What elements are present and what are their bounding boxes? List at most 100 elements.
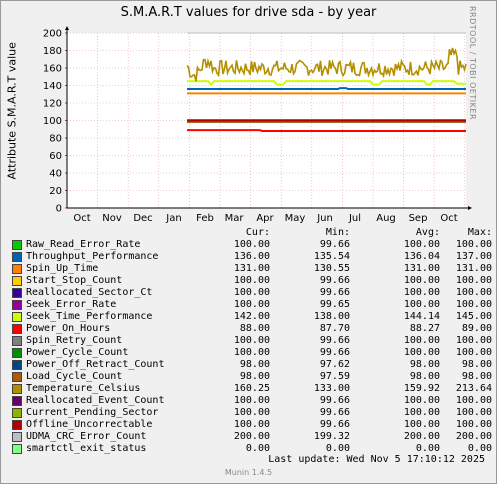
legend-min-value: 138.00 [313, 311, 350, 322]
rrdtool-watermark: RRDTOOL / TOBI OETIKER [468, 6, 477, 121]
legend-max-value: 100.00 [455, 335, 492, 346]
legend-row: UDMA_CRC_Error_Count 200.00 199.32 200.00 20… [12, 431, 492, 443]
y-axis-arrow [65, 26, 69, 30]
x-tick-label: Oct [440, 213, 457, 224]
legend-max-value: 213.64 [455, 383, 492, 394]
y-tick-label: 200 [43, 29, 62, 40]
legend-min-value: 130.55 [313, 263, 350, 274]
legend-avg-value: 100.00 [403, 275, 440, 286]
y-tick-label: 140 [43, 81, 62, 92]
legend-avg-value: 100.00 [403, 287, 440, 298]
legend-max-value: 145.00 [455, 311, 492, 322]
legend-cur-value: 100.00 [233, 419, 270, 430]
legend-avg-value: 200.00 [403, 431, 440, 442]
legend-avg-value: 100.00 [403, 419, 440, 430]
legend-swatch [12, 444, 22, 454]
legend-swatch [12, 300, 22, 310]
legend-swatch [12, 240, 22, 250]
legend-avg-value: 100.00 [403, 239, 440, 250]
legend-cur-value: 98.00 [239, 371, 270, 382]
legend-cur-value: 100.00 [233, 407, 270, 418]
legend-max-value: 100.00 [455, 299, 492, 310]
legend-series-name: smartctl_exit_status [26, 443, 147, 454]
x-tick-label: Mar [225, 213, 245, 224]
legend-swatch [12, 396, 22, 406]
y-tick-label: 40 [49, 169, 62, 180]
legend-series-name: Power_On_Hours [26, 323, 111, 334]
legend-min-value: 99.66 [319, 335, 350, 346]
col-avg-header: Avg: [415, 227, 440, 238]
legend-min-value: 0.00 [325, 443, 350, 454]
legend-cur-value: 100.00 [233, 347, 270, 358]
legend-max-value: 100.00 [455, 395, 492, 406]
legend-row: smartctl_exit_status 0.00 0.00 0.00 0.00 [12, 443, 492, 455]
legend-max-value: 100.00 [455, 407, 492, 418]
legend-min-value: 99.66 [319, 419, 350, 430]
x-axis-arrow [468, 206, 472, 210]
legend-series-name: UDMA_CRC_Error_Count [26, 431, 147, 442]
legend-cur-value: 160.25 [233, 383, 270, 394]
x-tick-label: Jan [165, 213, 181, 224]
legend-min-value: 87.70 [319, 323, 350, 334]
legend-swatch [12, 420, 22, 430]
legend-avg-value: 88.27 [409, 323, 440, 334]
x-tick-label: Sep [409, 213, 428, 224]
legend-swatch [12, 252, 22, 262]
legend-series-name: Spin_Up_Time [26, 263, 99, 274]
x-tick-label: Oct [73, 213, 90, 224]
legend-cur-value: 100.00 [233, 275, 270, 286]
legend-series-name: Temperature_Celsius [26, 383, 141, 394]
legend-swatch [12, 348, 22, 358]
legend-swatch [12, 312, 22, 322]
legend-swatch [12, 432, 22, 442]
legend-row: Throughput_Performance 136.00 135.54 136.04… [12, 251, 492, 263]
legend-max-value: 100.00 [455, 275, 492, 286]
y-tick-label: 0 [56, 204, 62, 215]
legend-row: Seek_Time_Performance 142.00 138.00 144.14 1… [12, 311, 492, 323]
legend-min-value: 99.66 [319, 275, 350, 286]
x-tick-label: Apr [256, 213, 274, 224]
series-power-on-hours-line [187, 129, 466, 132]
legend-row: Power_Cycle_Count 100.00 99.66 100.00 100.00 [12, 347, 492, 359]
legend-min-value: 99.66 [319, 287, 350, 298]
legend-avg-value: 159.92 [403, 383, 440, 394]
legend-avg-value: 131.00 [403, 263, 440, 274]
legend-avg-value: 100.00 [403, 335, 440, 346]
series-throughput-line [187, 87, 466, 90]
y-tick-label: 80 [49, 134, 62, 145]
legend-swatch [12, 336, 22, 346]
x-tick-label: May [285, 213, 306, 224]
legend-row: Power_On_Hours 88.00 87.70 88.27 89.00 [12, 323, 492, 335]
legend-swatch [12, 408, 22, 418]
legend-swatch [12, 324, 22, 334]
legend-avg-value: 100.00 [403, 407, 440, 418]
legend-max-value: 98.00 [461, 371, 492, 382]
legend-min-value: 99.65 [319, 299, 350, 310]
legend-row: Offline_Uncorrectable 100.00 99.66 100.00 10… [12, 419, 492, 431]
legend-avg-value: 98.00 [409, 371, 440, 382]
legend-row: Reallocated_Event_Count 100.00 99.66 100.00… [12, 395, 492, 407]
legend-row: Temperature_Celsius 160.25 133.00 159.92 213… [12, 383, 492, 395]
y-tick-label: 160 [43, 64, 62, 75]
legend-cur-value: 100.00 [233, 395, 270, 406]
legend-row: Spin_Up_Time 131.00 130.55 131.00 131.00 [12, 263, 492, 275]
legend-swatch [12, 372, 22, 382]
legend-row: Reallocated_Sector_Ct 100.00 99.66 100.00 10… [12, 287, 492, 299]
legend-series-name: Offline_Uncorrectable [26, 419, 153, 430]
series-seek-time-line [187, 80, 466, 87]
legend-max-value: 131.00 [455, 263, 492, 274]
legend-swatch [12, 360, 22, 370]
legend-min-value: 99.66 [319, 395, 350, 406]
legend-cur-value: 100.00 [233, 239, 270, 250]
col-max-header: Max: [467, 227, 492, 238]
legend-row: Load_Cycle_Count 98.00 97.59 98.00 98.00 [12, 371, 492, 383]
legend-min-value: 135.54 [313, 251, 350, 262]
legend-series-name: Reallocated_Sector_Ct [26, 287, 153, 298]
legend-series-name: Seek_Time_Performance [26, 311, 153, 322]
legend-cur-value: 136.00 [233, 251, 270, 262]
legend-row: Spin_Retry_Count 100.00 99.66 100.00 100.00 [12, 335, 492, 347]
legend-max-value: 137.00 [455, 251, 492, 262]
x-tick-label: Aug [376, 213, 396, 224]
x-tick-label: Nov [102, 213, 122, 224]
legend-min-value: 97.59 [319, 371, 350, 382]
